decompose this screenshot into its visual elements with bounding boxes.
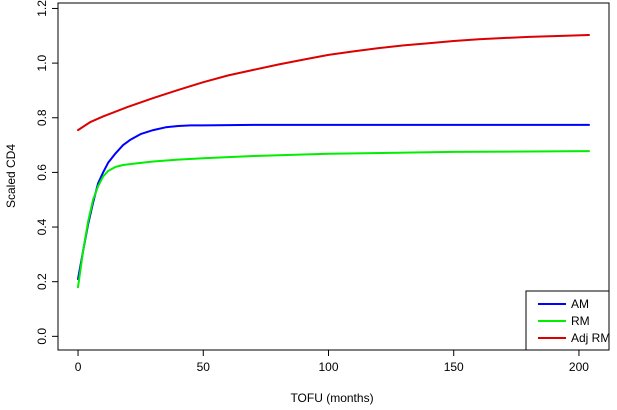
legend-label: AM bbox=[571, 297, 589, 311]
y-tick-label: 0.0 bbox=[35, 328, 49, 345]
x-tick-label: 100 bbox=[318, 360, 338, 374]
y-axis: 0.0 0.2 0.4 0.6 0.8 1.0 1.2 bbox=[35, 0, 58, 345]
series-line-am bbox=[77, 123, 590, 280]
x-tick-label: 200 bbox=[569, 360, 589, 374]
plot-frame bbox=[57, 2, 610, 351]
y-tick-label: 0.4 bbox=[35, 218, 49, 235]
x-tick-label: 150 bbox=[444, 360, 464, 374]
y-tick-label: 1.2 bbox=[35, 0, 49, 17]
x-axis-label: TOFU (months) bbox=[290, 391, 373, 405]
series-line-adj-rm bbox=[77, 34, 590, 132]
legend-label: RM bbox=[571, 314, 590, 328]
y-tick-label: 0.2 bbox=[35, 273, 49, 290]
x-tick-label: 0 bbox=[75, 360, 82, 374]
series-lines bbox=[77, 34, 590, 289]
y-tick-label: 1.0 bbox=[35, 54, 49, 71]
series-line-rm bbox=[77, 150, 590, 289]
x-tick-label: 50 bbox=[197, 360, 211, 374]
y-tick-label: 0.8 bbox=[35, 109, 49, 126]
x-axis: 0 50 100 150 200 bbox=[75, 350, 589, 374]
y-axis-label: Scaled CD4 bbox=[4, 144, 18, 208]
legend: AM RM Adj RM bbox=[525, 290, 610, 351]
legend-label: Adj RM bbox=[571, 331, 610, 345]
y-tick-label: 0.6 bbox=[35, 164, 49, 181]
